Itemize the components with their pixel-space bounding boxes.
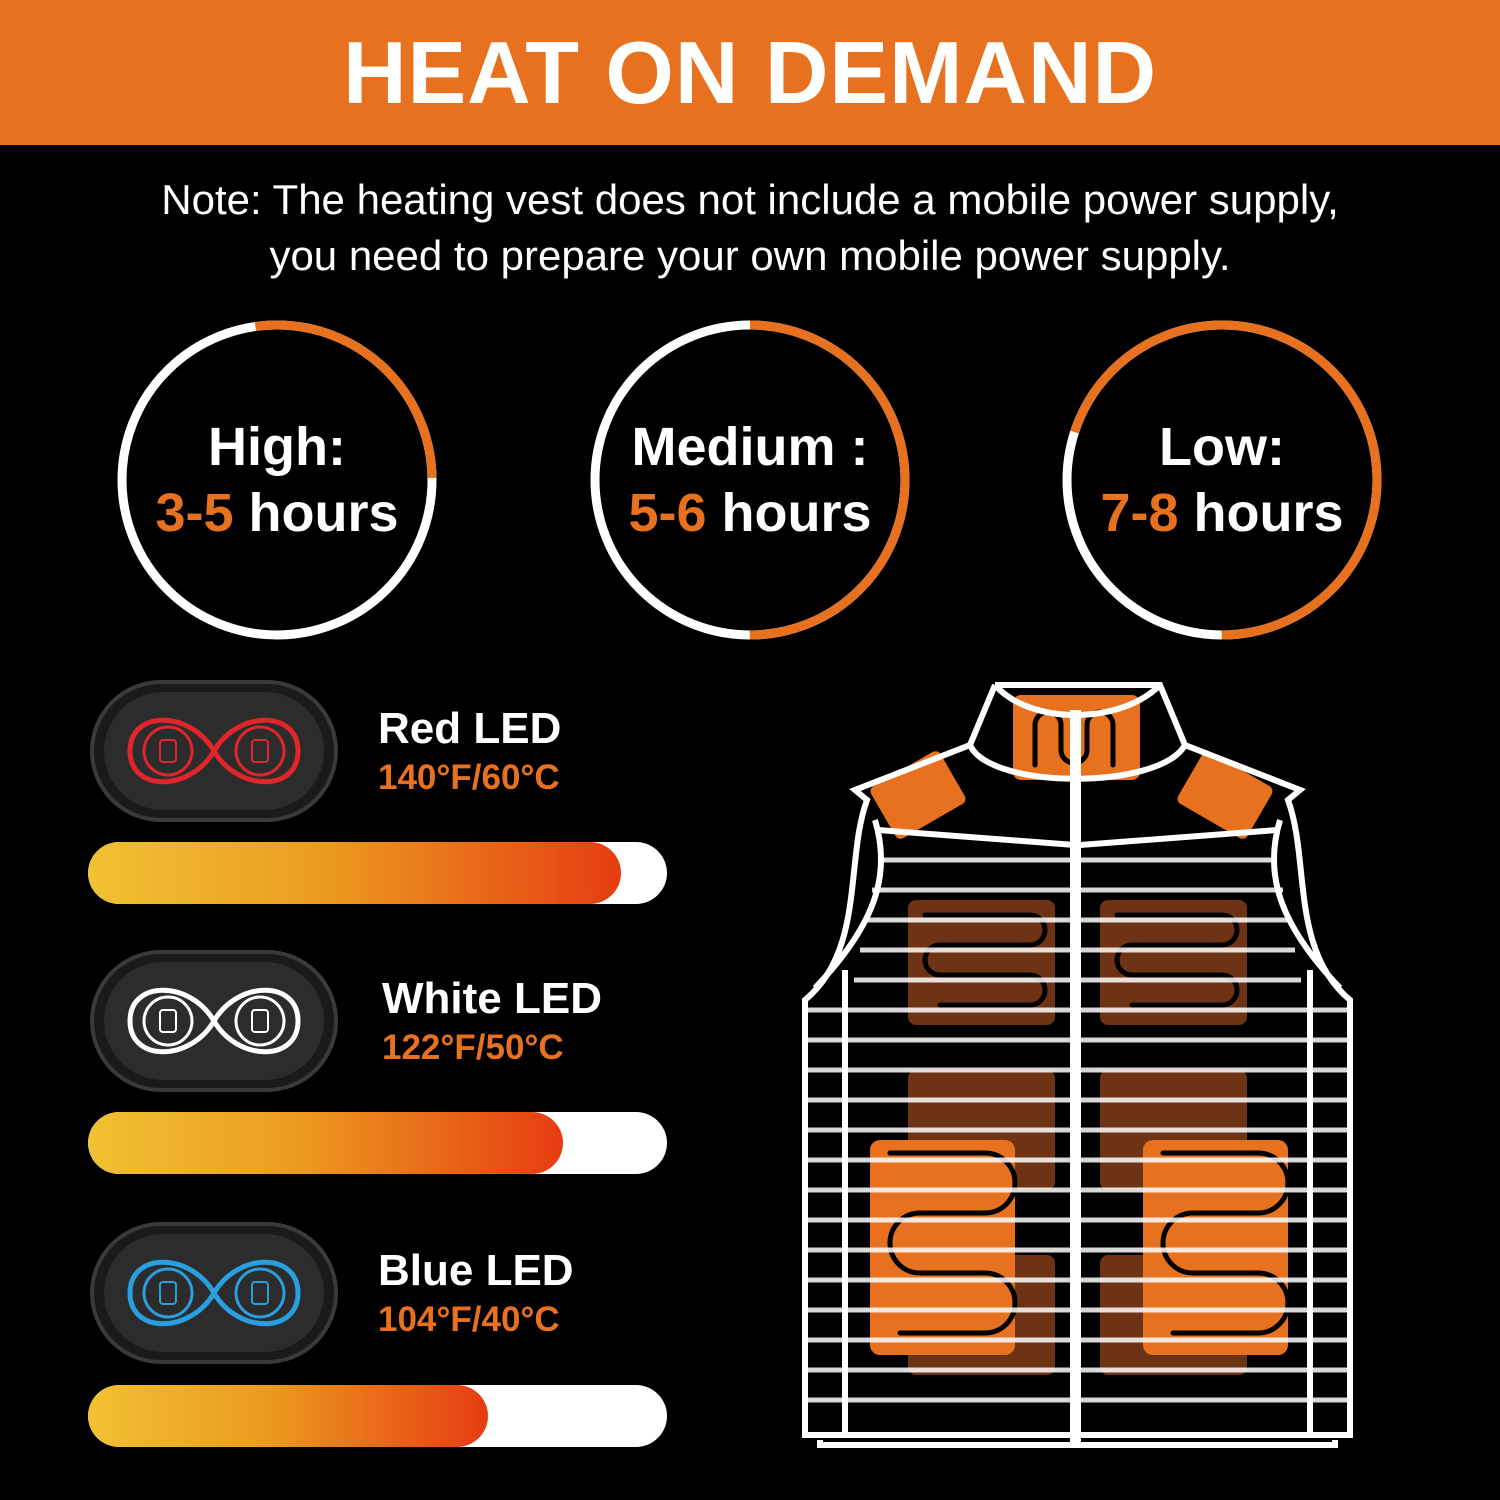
heat-level-fill <box>88 842 621 904</box>
mode-label: Medium : <box>631 417 869 477</box>
ring-fill <box>590 320 910 640</box>
header-banner: HEAT ON DEMAND <box>0 0 1500 145</box>
mode-unit: hours <box>233 483 399 543</box>
white-led-button-icon <box>90 950 338 1092</box>
note-line-2: you need to prepare your own mobile powe… <box>269 232 1231 279</box>
heat-level-bar <box>88 1112 667 1174</box>
mode-duration: 7-8 <box>1100 483 1179 543</box>
blue-led-button-icon <box>90 1222 338 1364</box>
ring-gauge <box>1062 320 1382 640</box>
led-label: Blue LED <box>378 1246 574 1295</box>
led-temp: 122°F/50°C <box>382 1028 564 1067</box>
mode-low: Low: 7-8 hours <box>1062 320 1382 640</box>
zipper <box>1070 710 1081 1445</box>
mode-unit: hours <box>1178 483 1344 543</box>
led-temp: 140°F/60°C <box>378 758 560 797</box>
led-label: White LED <box>382 974 602 1023</box>
heat-level-fill <box>88 1385 488 1447</box>
mode-medium: Medium : 5-6 hours <box>590 320 910 640</box>
heated-vest-illustration <box>802 682 1353 1448</box>
heat-level-fill <box>88 1112 563 1174</box>
mode-high: High: 3-5 hours <box>117 320 437 640</box>
heat-level-bar <box>88 842 667 904</box>
mode-unit: hours <box>706 483 872 543</box>
ring-gauge <box>117 320 437 640</box>
led-temp: 104°F/40°C <box>378 1300 560 1339</box>
red-led-button-icon <box>90 680 338 822</box>
mode-label: High: <box>208 417 346 477</box>
led-label: Red LED <box>378 704 562 753</box>
ring-fill <box>117 320 437 640</box>
mode-duration: 5-6 <box>628 483 707 543</box>
ring-gauge <box>590 320 910 640</box>
page-title: HEAT ON DEMAND <box>342 22 1158 122</box>
note-line-1: Note: The heating vest does not include … <box>161 176 1339 223</box>
power-supply-note: Note: The heating vest does not include … <box>0 172 1500 284</box>
heat-level-bar <box>88 1385 667 1447</box>
mode-label: Low: <box>1159 417 1285 477</box>
mode-duration: 3-5 <box>155 483 234 543</box>
